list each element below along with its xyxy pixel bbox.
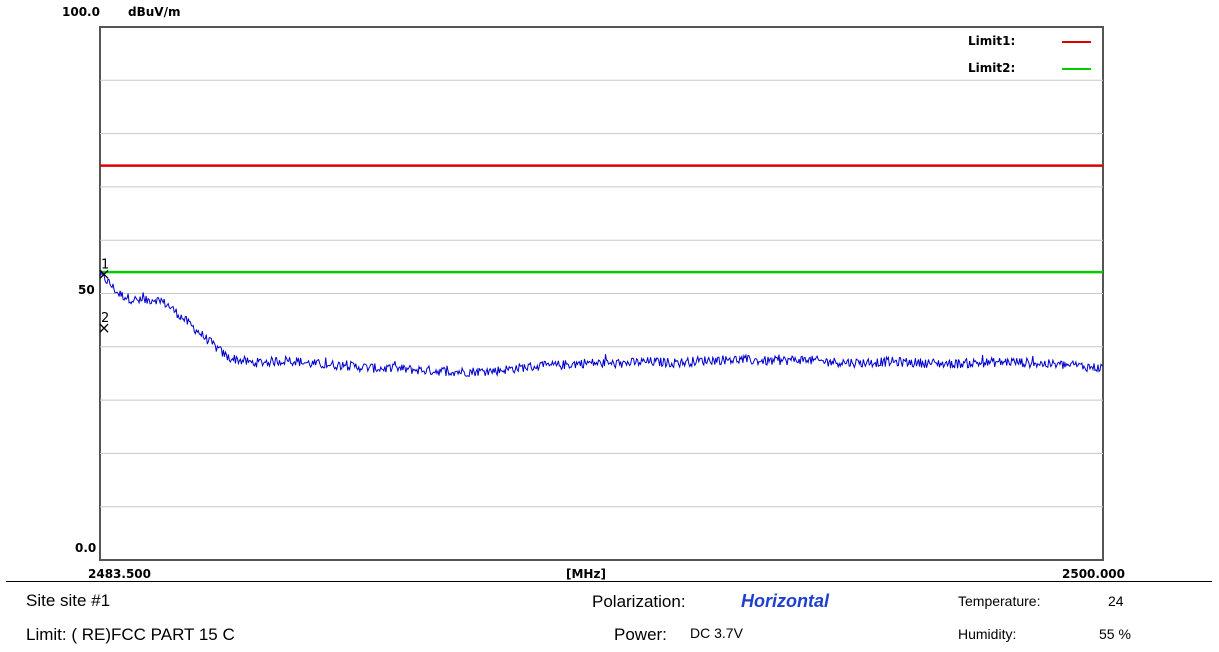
site-text: Site site #1 [26,591,111,610]
temperature-value: 24 [1108,593,1124,609]
marker-x-2 [99,323,109,333]
polarization-value: Horizontal [741,591,829,611]
divider-line [6,581,1212,582]
legend-label-limit2: Limit2: [968,61,1015,75]
x-axis-label: [MHz] [566,567,606,581]
power-value: DC 3.7V [690,625,743,641]
x-tick-left: 2483.500 [88,567,151,581]
limit-lines [100,164,1103,274]
limit-text: Limit: ( RE)FCC PART 15 C [26,625,235,644]
humidity-label: Humidity: [958,626,1017,642]
legend-box [955,29,1101,79]
humidity-value: 55 % [1099,626,1131,642]
series [99,270,1104,378]
y-unit-label: dBuV/m [128,5,180,19]
legend-label-limit1: Limit1: [968,34,1015,48]
chart: 12 100.0 dBuV/m 50 0.0 2483.500 [MHz] 25… [62,5,1125,581]
legend: Limit1: Limit2: [955,29,1101,79]
marker-label-1: 1 [101,257,109,272]
markers: 12 [99,257,109,333]
marker-label-2: 2 [101,311,109,326]
gridlines [100,79,1103,508]
x-tick-right: 2500.000 [1062,567,1125,581]
polarization-label: Polarization: [592,592,686,611]
power-label: Power: [614,625,667,644]
y-tick-mid: 50 [78,283,95,297]
y-tick-bottom: 0.0 [75,541,96,555]
temperature-label: Temperature: [958,593,1041,609]
y-tick-top: 100.0 [62,5,100,19]
measurement-trace [99,270,1104,378]
marker-x-1 [99,269,109,279]
